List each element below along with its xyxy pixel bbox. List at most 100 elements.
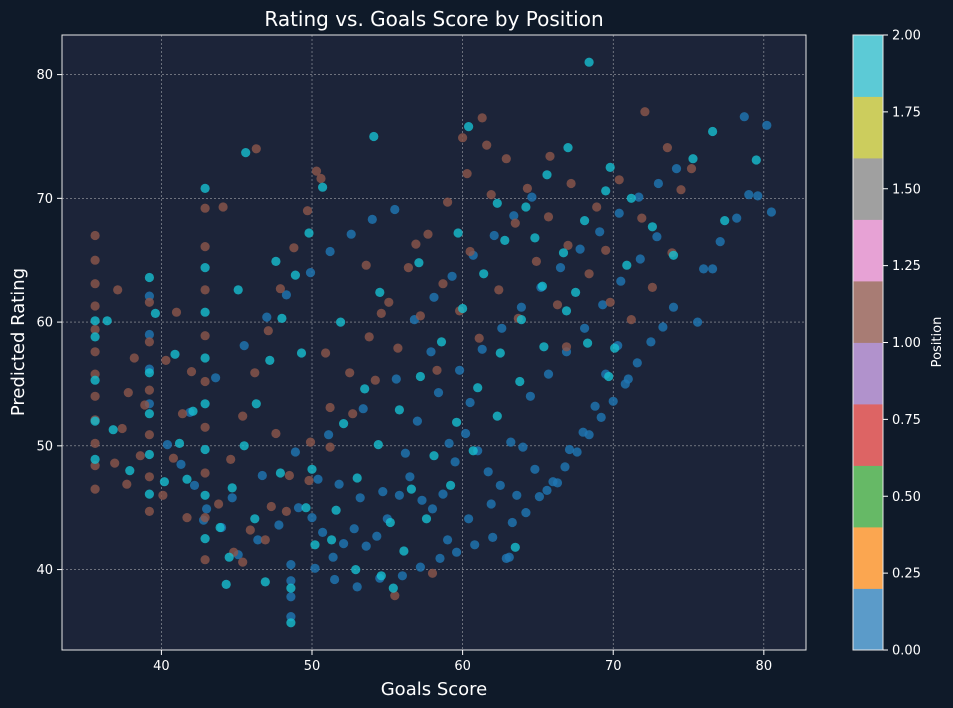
scatter-point — [658, 322, 668, 332]
scatter-point — [590, 401, 600, 411]
scatter-point — [334, 479, 344, 489]
x-axis-ticks: 40 50 60 70 80 — [153, 650, 772, 674]
scatter-point — [238, 557, 248, 567]
scatter-point — [200, 468, 210, 478]
scatter-point — [144, 430, 154, 440]
scatter-point — [530, 464, 540, 474]
scatter-point — [406, 484, 416, 494]
scatter-point — [394, 405, 404, 415]
scatter-point — [113, 285, 123, 295]
scatter-point — [614, 175, 624, 185]
scatter-point — [427, 504, 438, 514]
scatter-point — [90, 230, 100, 241]
scatter-point — [501, 553, 511, 564]
scatter-point — [286, 592, 296, 602]
scatter-point — [227, 493, 237, 503]
scatter-point — [605, 297, 615, 307]
scatter-point — [360, 384, 370, 394]
scatter-point — [263, 326, 273, 336]
scatter-point — [417, 495, 427, 505]
scatter-point — [647, 282, 658, 292]
scatter-point — [318, 182, 328, 192]
scatter-point — [762, 120, 772, 130]
scatter-point — [200, 534, 210, 544]
colorbar-tick-label: 1.00 — [892, 336, 921, 351]
scatter-point — [200, 242, 210, 252]
scatter-point — [159, 477, 169, 487]
scatter-point — [352, 473, 362, 483]
scatter-point — [604, 371, 614, 382]
scatter-point — [361, 260, 371, 270]
scatter-point — [414, 258, 424, 268]
scatter-point — [250, 514, 260, 524]
scatter-point — [90, 279, 100, 289]
scatter-point — [253, 535, 263, 545]
scatter-point — [421, 514, 432, 524]
chart-title: Rating vs. Goals Score by Position — [264, 7, 603, 31]
scatter-point — [170, 349, 180, 359]
scatter-point — [250, 368, 260, 378]
scatter-point — [635, 254, 645, 264]
colorbar-segment — [853, 527, 883, 589]
scatter-point — [144, 449, 154, 460]
scatter-point — [433, 388, 444, 398]
scatter-point — [592, 202, 602, 212]
scatter-point — [598, 300, 608, 310]
scatter-point — [596, 412, 606, 422]
scatter-point — [339, 419, 349, 429]
scatter-point — [552, 300, 563, 310]
scatter-point — [415, 562, 425, 572]
scatter-point — [239, 441, 249, 451]
series-position-1 — [90, 107, 697, 601]
scatter-point — [286, 583, 296, 593]
scatter-point — [509, 211, 519, 221]
scatter-point — [275, 468, 285, 478]
scatter-point — [90, 316, 100, 326]
scatter-point — [668, 302, 679, 312]
scatter-point — [507, 517, 517, 528]
scatter-point — [144, 489, 154, 499]
scatter-point — [516, 315, 527, 325]
scatter-point — [555, 263, 566, 273]
scatter-point — [262, 312, 272, 322]
y-tick-label: 60 — [36, 316, 53, 331]
scatter-point — [610, 343, 620, 353]
scatter-point — [200, 331, 210, 341]
scatter-point — [458, 303, 468, 314]
scatter-point — [281, 290, 291, 300]
scatter-point — [601, 186, 611, 196]
scatter-point — [90, 484, 100, 494]
scatter-point — [497, 323, 507, 333]
scatter-point — [378, 487, 388, 497]
colorbar-segment — [853, 35, 883, 97]
scatter-point — [438, 489, 448, 499]
scatter-point — [423, 229, 433, 239]
y-axis-label: Predicted Rating — [8, 268, 29, 416]
scatter-point — [140, 400, 150, 410]
scatter-point — [479, 269, 489, 279]
scatter-point — [477, 344, 487, 354]
scatter-point — [542, 485, 552, 495]
scatter-point — [251, 399, 261, 409]
scatter-point — [464, 122, 474, 132]
scatter-point — [336, 317, 346, 327]
scatter-point — [646, 337, 656, 347]
scatter-point — [339, 539, 349, 549]
scatter-point — [214, 499, 224, 509]
scatter-point — [301, 503, 311, 513]
scatter-point — [393, 343, 403, 353]
scatter-point — [394, 490, 404, 500]
scatter-point — [634, 192, 644, 202]
scatter-point — [286, 618, 296, 628]
scatter-point — [465, 397, 475, 408]
scatter-point — [708, 264, 718, 274]
colorbar-tick-label: 1.25 — [892, 259, 921, 274]
scatter-point — [668, 250, 679, 260]
scatter-point — [241, 148, 251, 158]
scatter-point — [608, 396, 618, 406]
scatter-point — [578, 427, 588, 437]
scatter-point — [464, 514, 474, 524]
scatter-point — [732, 213, 742, 223]
y-tick-label: 70 — [36, 192, 53, 207]
